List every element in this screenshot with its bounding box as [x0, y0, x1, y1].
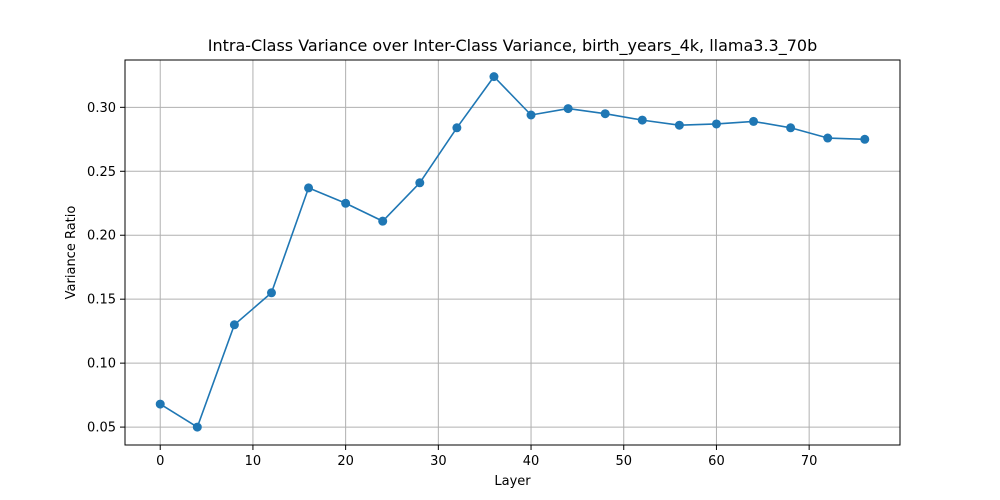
chart-title: Intra-Class Variance over Inter-Class Va… [208, 36, 818, 56]
data-point-marker [749, 116, 759, 126]
x-tick-label: 60 [708, 454, 725, 469]
plot-frame [124, 59, 901, 446]
x-tick-label: 20 [337, 454, 354, 469]
x-tick-label: 40 [523, 454, 540, 469]
data-point-marker [229, 320, 239, 330]
data-point-marker [266, 288, 276, 298]
data-point-marker [452, 123, 462, 133]
data-point-marker [600, 109, 610, 119]
data-point-marker [786, 123, 796, 133]
x-tick-label: 30 [430, 454, 447, 469]
y-tick-label: 0.05 [87, 421, 116, 436]
data-point-marker [489, 72, 499, 82]
data-point-marker [192, 422, 202, 432]
x-axis-label: Layer [494, 474, 531, 489]
data-point-marker [674, 120, 684, 130]
y-tick-label: 0.25 [87, 165, 116, 180]
y-axis-label: Variance Ratio [64, 206, 79, 300]
y-tick-label: 0.10 [87, 357, 116, 372]
x-tick-label: 70 [801, 454, 818, 469]
data-point-marker [304, 183, 314, 193]
series-line [159, 75, 865, 428]
y-tick-label: 0.15 [87, 293, 116, 308]
series-layer [155, 72, 870, 432]
x-tick-label: 0 [156, 454, 164, 469]
data-point-marker [563, 104, 573, 114]
axis-ticks: 0 10 20 30 40 50 60 70 0.05 0.10 0.15 0.20 0.25 0.30 [87, 101, 817, 469]
y-tick-label: 0.30 [87, 101, 116, 116]
data-point-marker [341, 198, 351, 208]
grid [125, 60, 900, 445]
data-point-marker [378, 216, 388, 226]
x-tick-label: 10 [245, 454, 262, 469]
y-tick-label: 0.20 [87, 229, 116, 244]
data-point-marker [155, 399, 165, 409]
data-point-marker [526, 110, 536, 120]
x-tick-label: 50 [615, 454, 632, 469]
data-point-marker [711, 119, 721, 129]
data-point-marker [860, 134, 870, 144]
data-point-marker [637, 115, 647, 125]
data-point-marker [823, 133, 833, 143]
data-point-marker [415, 178, 425, 188]
